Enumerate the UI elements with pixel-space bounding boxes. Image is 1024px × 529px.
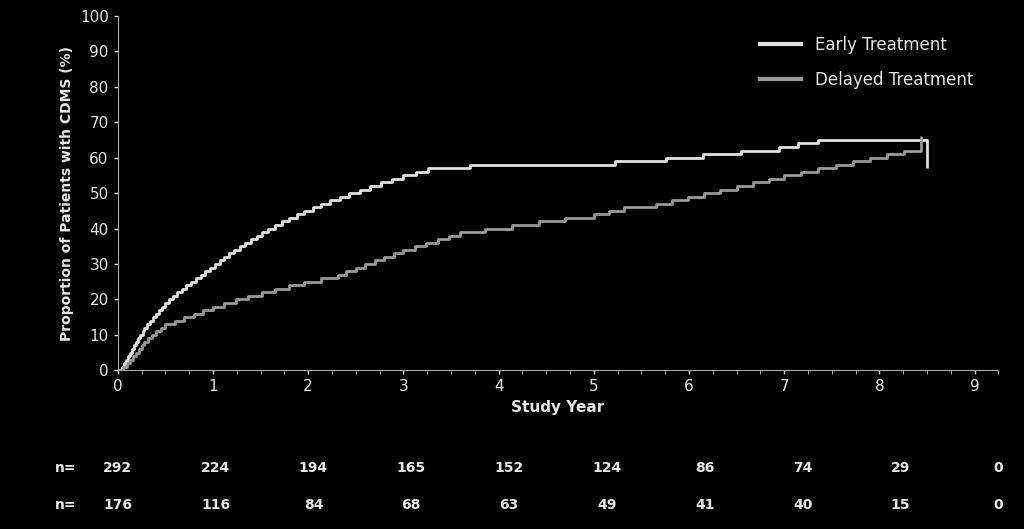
Text: 152: 152	[495, 461, 524, 475]
Text: 63: 63	[500, 498, 519, 512]
Text: 0: 0	[993, 498, 1004, 512]
Text: 194: 194	[299, 461, 328, 475]
Text: 0: 0	[993, 461, 1004, 475]
Text: 176: 176	[103, 498, 132, 512]
Text: n=: n=	[55, 498, 77, 512]
Text: 74: 74	[793, 461, 812, 475]
Text: 165: 165	[396, 461, 426, 475]
Text: 116: 116	[201, 498, 230, 512]
Text: 292: 292	[103, 461, 132, 475]
Text: 68: 68	[401, 498, 421, 512]
Y-axis label: Proportion of Patients with CDMS (%): Proportion of Patients with CDMS (%)	[60, 45, 75, 341]
Text: 15: 15	[891, 498, 910, 512]
Text: 224: 224	[201, 461, 230, 475]
Text: 84: 84	[304, 498, 324, 512]
Legend: Early Treatment, Delayed Treatment: Early Treatment, Delayed Treatment	[752, 28, 981, 97]
Text: n=: n=	[55, 461, 77, 475]
Text: 49: 49	[597, 498, 616, 512]
Text: 41: 41	[695, 498, 715, 512]
Text: 86: 86	[695, 461, 715, 475]
X-axis label: Study Year: Study Year	[511, 400, 605, 415]
Text: 40: 40	[793, 498, 812, 512]
Text: 124: 124	[592, 461, 622, 475]
Text: 29: 29	[891, 461, 910, 475]
